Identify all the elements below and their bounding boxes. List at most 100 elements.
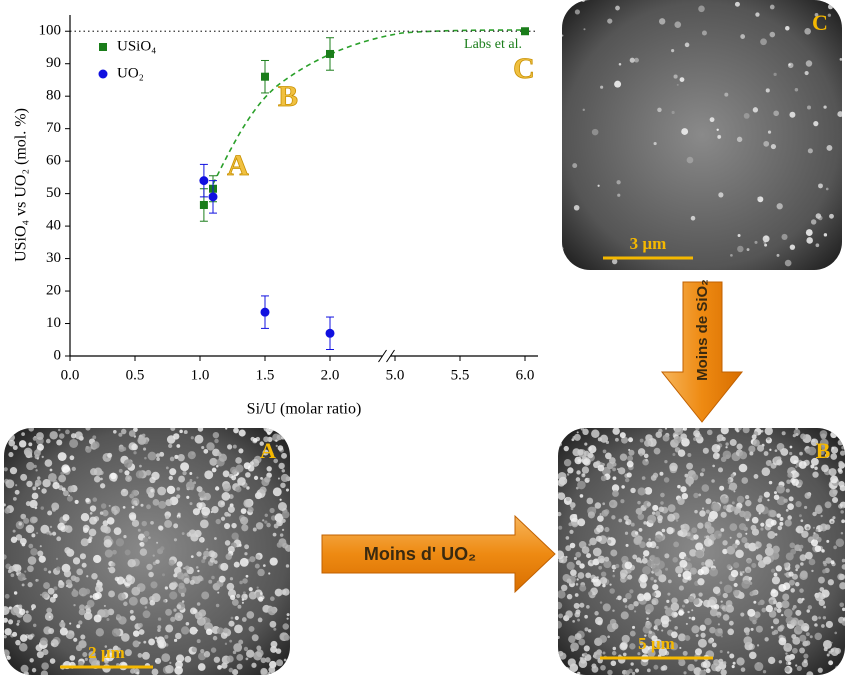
- sem-particle: [27, 556, 37, 565]
- sem-particle: [627, 574, 633, 580]
- sem-particle: [604, 452, 612, 460]
- sem-particle: [764, 637, 769, 642]
- sem-particle: [241, 601, 244, 604]
- sem-particle: [627, 455, 634, 462]
- sem-particle: [558, 511, 562, 517]
- sem-particle: [743, 112, 750, 119]
- sem-particle: [683, 671, 687, 675]
- sem-particle: [776, 203, 783, 210]
- sem-particle: [763, 491, 770, 498]
- sem-particle: [169, 456, 175, 462]
- sem-particle: [199, 519, 209, 529]
- x-tick-label: 5.5: [451, 367, 470, 383]
- sem-particle: [694, 509, 698, 514]
- sem-particle: [161, 653, 171, 662]
- sem-particle: [177, 516, 180, 519]
- sem-particle: [62, 490, 69, 497]
- sem-particle: [48, 628, 55, 635]
- marker: [326, 49, 334, 58]
- sem-particle: [579, 584, 587, 592]
- sem-particle: [183, 577, 190, 584]
- sem-particle: [671, 631, 678, 639]
- sem-particle: [88, 528, 97, 537]
- sem-particle: [596, 576, 599, 579]
- sem-particle: [653, 447, 661, 455]
- sem-particle: [107, 452, 113, 458]
- sem-particle: [49, 525, 53, 528]
- sem-particle: [280, 482, 286, 489]
- sem-particle: [815, 592, 824, 602]
- sem-particle: [633, 600, 639, 607]
- sem-particle: [655, 431, 663, 439]
- sem-particle: [839, 58, 842, 61]
- sem-particle: [740, 34, 746, 39]
- sem-particle: [569, 542, 576, 549]
- sem-particle: [574, 456, 583, 465]
- sem-particle: [768, 599, 775, 605]
- sem-particle: [713, 530, 723, 539]
- sem-particle: [814, 632, 823, 641]
- sem-particle: [128, 512, 137, 520]
- sem-particle: [49, 431, 58, 440]
- sem-particle: [674, 626, 678, 630]
- sem-particle: [747, 608, 756, 617]
- sem-particle: [211, 467, 217, 473]
- sem-particle: [18, 604, 23, 609]
- sem-particle: [262, 564, 266, 567]
- sem-particle: [818, 599, 826, 606]
- sem-particle: [722, 592, 728, 599]
- sem-particle: [673, 74, 678, 79]
- sem-particle: [594, 611, 599, 616]
- sem-particle: [723, 505, 728, 510]
- sem-particle: [807, 605, 813, 610]
- legend-marker: [98, 69, 108, 79]
- sem-particle: [558, 590, 566, 599]
- sem-particle: [770, 589, 779, 598]
- sem-particle: [799, 451, 803, 456]
- sem-particle: [220, 632, 228, 639]
- sem-particle: [41, 455, 44, 459]
- sem-particle: [231, 522, 237, 529]
- marker: [521, 27, 529, 36]
- sem-particle: [684, 635, 691, 641]
- sem-particle: [251, 634, 259, 642]
- sem-particle: [264, 520, 268, 524]
- sem-particle: [789, 111, 796, 118]
- sem-particle: [124, 470, 130, 476]
- sem-particle: [226, 582, 235, 591]
- sem-particle: [612, 490, 619, 497]
- sem-particle: [52, 531, 57, 536]
- sem-particle: [569, 529, 574, 534]
- sem-particle: [106, 517, 115, 525]
- sem-particle: [4, 628, 12, 636]
- sem-particle: [169, 591, 178, 600]
- sem-particle: [722, 661, 727, 665]
- sem-particle: [131, 519, 140, 527]
- sem-particle: [42, 649, 49, 656]
- sem-particle: [14, 489, 20, 495]
- sem-particle: [37, 550, 44, 557]
- sem-particle: [165, 499, 173, 507]
- sem-particle: [687, 663, 695, 672]
- sem-particle: [777, 525, 783, 531]
- sem-particle: [832, 516, 836, 520]
- sem-particle: [129, 615, 136, 621]
- sem-particle: [565, 610, 573, 618]
- sem-particle: [657, 515, 663, 521]
- sem-particle: [57, 522, 66, 531]
- sem-particle: [742, 570, 745, 574]
- sem-particle: [36, 578, 39, 582]
- sem-particle: [270, 645, 277, 653]
- sem-particle: [138, 629, 145, 635]
- sem-particle: [58, 474, 67, 483]
- sem-particle: [634, 531, 639, 535]
- sem-particle: [611, 484, 620, 492]
- sem-particle: [643, 593, 652, 602]
- sem-particle: [686, 462, 694, 470]
- sem-particle: [599, 434, 609, 443]
- sem-particle: [689, 549, 697, 557]
- sem-particle: [756, 644, 760, 647]
- sem-particle: [810, 457, 819, 466]
- sem-particle: [267, 672, 271, 675]
- sem-particle: [719, 485, 725, 491]
